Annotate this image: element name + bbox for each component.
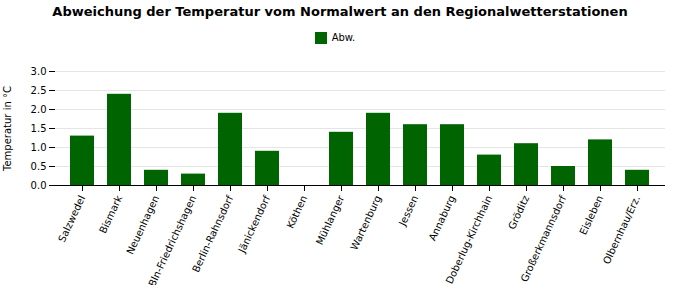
html-text:Abw.: Abw.: [331, 32, 356, 43]
svg-text:Annaburg: Annaburg: [427, 194, 458, 243]
svg-text:0.0: 0.0: [31, 180, 47, 191]
svg-text:Temperatur in °C: Temperatur in °C: [2, 86, 13, 172]
svg-text:Wartenburg: Wartenburg: [348, 194, 383, 252]
svg-text:Großerkmannsdorf: Großerkmannsdorf: [519, 193, 569, 283]
svg-text:Jänickendorf: Jänickendorf: [236, 193, 273, 255]
svg-text:Jessen: Jessen: [396, 194, 420, 229]
svg-text:3.0: 3.0: [31, 66, 47, 77]
svg-text:Eisleben: Eisleben: [577, 194, 605, 237]
svg-text:Berlin-Rahnsdorf: Berlin-Rahnsdorf: [190, 193, 235, 274]
svg-text:Neuenhagen: Neuenhagen: [124, 194, 161, 256]
svg-text:Gröditz: Gröditz: [506, 194, 531, 231]
svg-text:0.5: 0.5: [31, 161, 47, 172]
svg-text:1.0: 1.0: [31, 142, 47, 153]
svg-text:Olbernhau/Erz.: Olbernhau/Erz.: [601, 194, 642, 266]
svg-text:Mühlanger: Mühlanger: [314, 193, 347, 247]
svg-text:Köthen: Köthen: [284, 194, 309, 230]
svg-text:Salzwedel: Salzwedel: [56, 194, 87, 244]
html-text:Abweichung der Temperatur vom: Abweichung der Temperatur vom Normalwert…: [52, 4, 628, 19]
svg-text:Bismark: Bismark: [97, 194, 124, 236]
svg-text:2.0: 2.0: [31, 104, 47, 115]
svg-text:Doberlug-Kirchhain: Doberlug-Kirchhain: [444, 194, 495, 285]
svg-text:2.5: 2.5: [31, 85, 47, 96]
svg-text:Bln-Friedrichshagen: Bln-Friedrichshagen: [146, 194, 198, 285]
svg-text:1.5: 1.5: [31, 123, 47, 134]
